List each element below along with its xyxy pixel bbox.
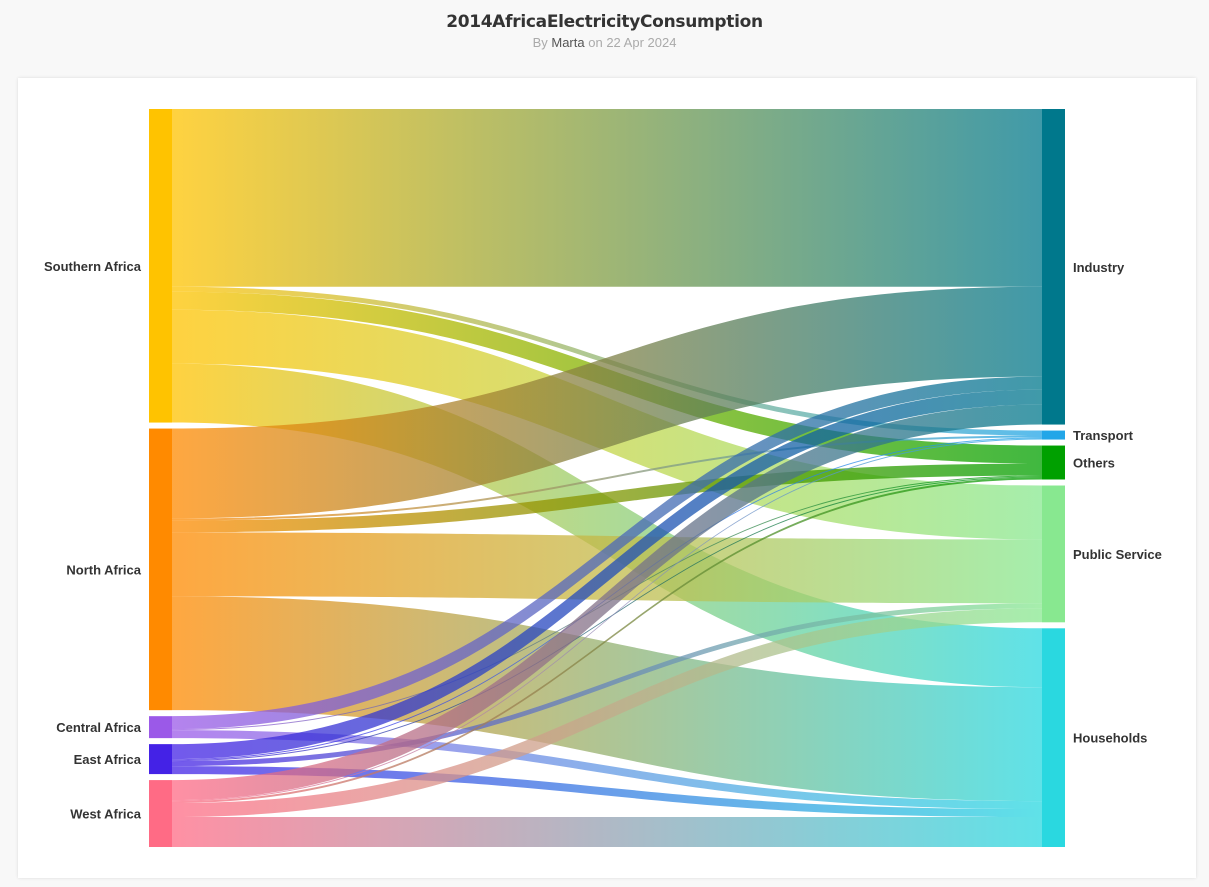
author-link[interactable]: Marta [551, 35, 585, 50]
node-label-southern-africa: Southern Africa [44, 259, 142, 274]
link-north-africa-to-industry[interactable] [172, 286, 1042, 519]
node-industry[interactable] [1042, 109, 1065, 425]
node-label-industry: Industry [1073, 260, 1125, 275]
byline-prefix: By [532, 35, 548, 50]
date-prefix: on [588, 35, 603, 50]
link-north-africa-to-households[interactable] [172, 596, 1042, 802]
link-east-africa-to-others[interactable] [172, 476, 1042, 762]
link-west-africa-to-industry[interactable] [172, 404, 1042, 801]
node-public-service[interactable] [1042, 485, 1065, 623]
byline: By Marta on 22 Apr 2024 [0, 35, 1209, 50]
link-north-africa-to-others[interactable] [172, 463, 1042, 533]
node-transport[interactable] [1042, 430, 1065, 440]
link-central-africa-to-industry[interactable] [172, 376, 1042, 730]
nodes-layer [149, 109, 1065, 847]
node-label-central-africa: Central Africa [56, 720, 142, 735]
link-west-africa-to-transport[interactable] [172, 438, 1042, 802]
node-others[interactable] [1042, 445, 1065, 480]
node-label-public-service: Public Service [1073, 547, 1162, 562]
node-label-west-africa: West Africa [70, 807, 142, 822]
link-east-africa-to-industry[interactable] [172, 389, 1042, 760]
node-west-africa[interactable] [149, 780, 172, 847]
links-layer [172, 109, 1042, 847]
link-west-africa-to-households[interactable] [172, 817, 1042, 847]
link-west-africa-to-public-service[interactable] [172, 608, 1042, 818]
labels-layer: Southern Africa North Africa Central Afric… [44, 259, 1162, 822]
link-east-africa-to-public-service[interactable] [172, 603, 1042, 767]
node-label-east-africa: East Africa [74, 752, 142, 767]
node-north-africa[interactable] [149, 428, 172, 711]
node-east-africa[interactable] [149, 744, 172, 775]
link-west-africa-to-others[interactable] [172, 477, 1042, 804]
link-north-africa-to-transport[interactable] [172, 435, 1042, 521]
link-southern-africa-to-industry[interactable] [172, 109, 1042, 287]
chart-header: 2014AfricaElectricityConsumption By Mart… [0, 0, 1209, 50]
node-label-households: Households [1073, 731, 1147, 746]
node-southern-africa[interactable] [149, 109, 172, 423]
node-label-others: Others [1073, 456, 1115, 471]
link-central-africa-to-households[interactable] [172, 730, 1042, 810]
chart-title: 2014AfricaElectricityConsumption [446, 12, 763, 32]
node-label-north-africa: North Africa [66, 562, 141, 577]
node-central-africa[interactable] [149, 716, 172, 739]
node-households[interactable] [1042, 628, 1065, 847]
link-east-africa-to-households[interactable] [172, 766, 1042, 818]
node-label-transport: Transport [1073, 428, 1134, 443]
publish-date: 22 Apr 2024 [606, 35, 677, 50]
